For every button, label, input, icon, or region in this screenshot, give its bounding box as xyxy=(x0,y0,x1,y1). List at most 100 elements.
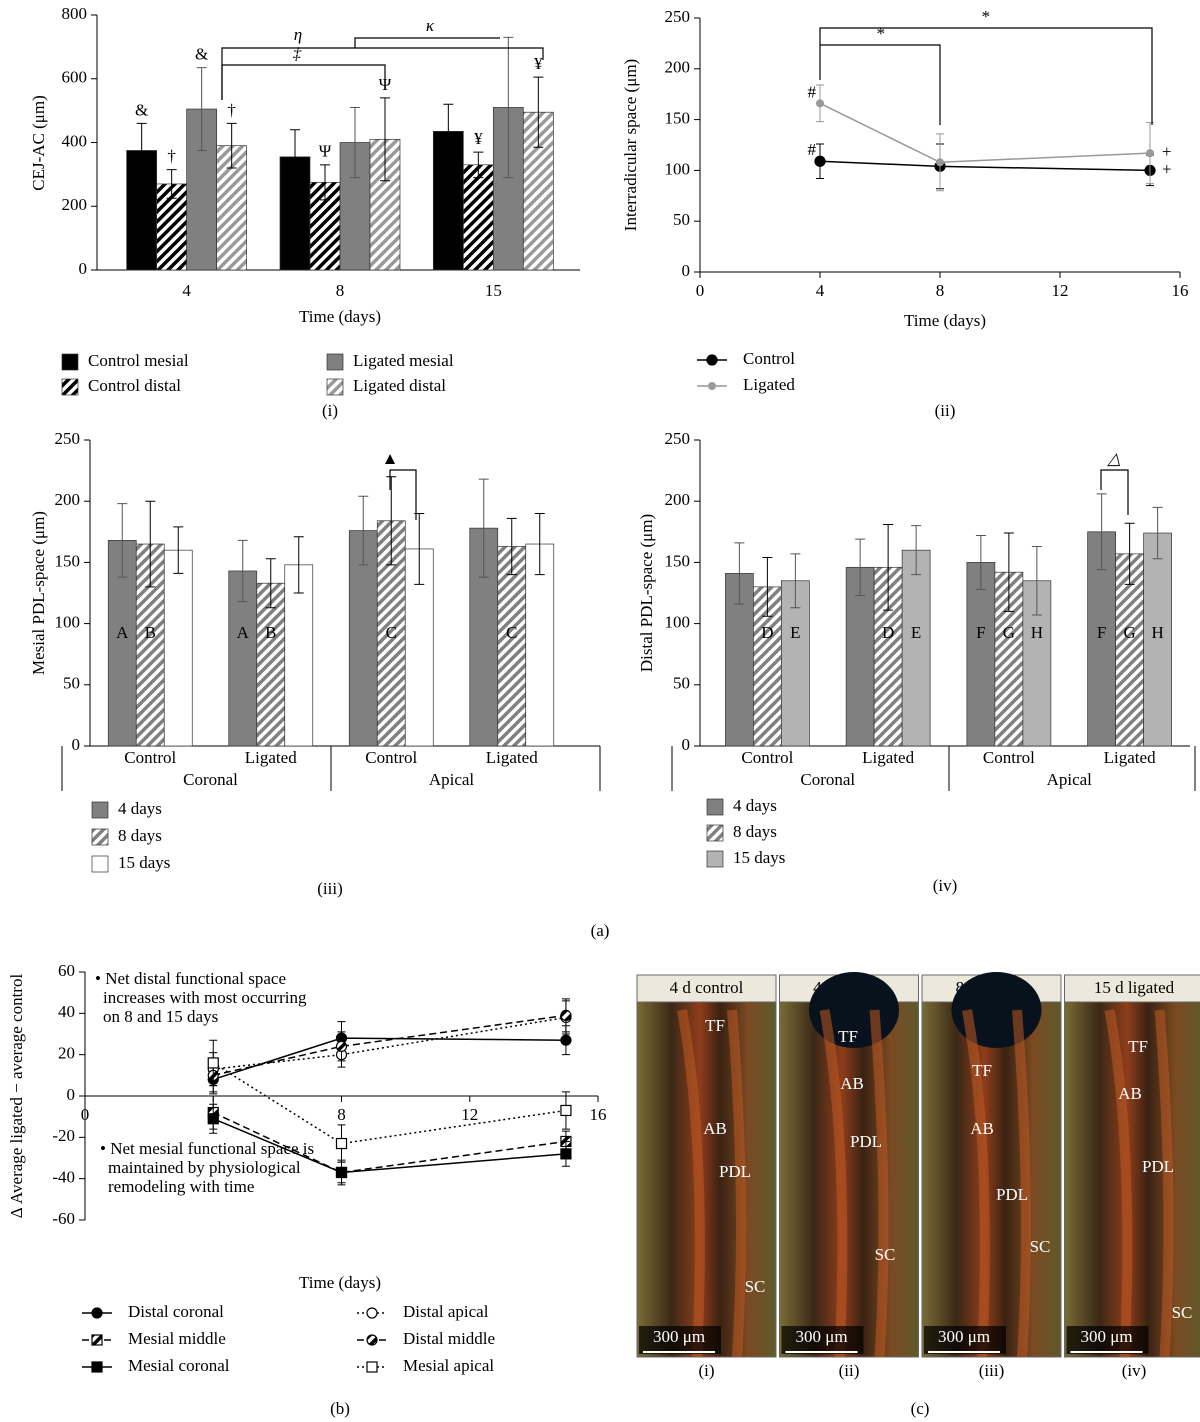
y-tick-label: 250 xyxy=(55,429,81,448)
tissue-label: TF xyxy=(838,1027,858,1046)
y-axis-label: Interradicular space (μm) xyxy=(621,59,640,231)
marker xyxy=(707,355,717,365)
x-axis-label: Time (days) xyxy=(299,307,381,326)
y-tick-label: 150 xyxy=(55,551,81,570)
legend-label: Control distal xyxy=(88,376,181,395)
marker xyxy=(367,1308,377,1318)
tissue-label: PDL xyxy=(1142,1157,1174,1176)
legend-label: Ligated distal xyxy=(353,376,446,395)
annotation: increases with most occurring xyxy=(103,988,307,1007)
y-tick-label: 50 xyxy=(673,210,690,229)
tissue-label: TF xyxy=(1128,1037,1148,1056)
bar-letter: G xyxy=(1123,623,1135,642)
y-axis-label: Mesial PDL-space (μm) xyxy=(29,511,48,675)
x-tick-label: 8 xyxy=(337,1105,346,1124)
legend-swatch xyxy=(707,799,723,815)
legend-label: 15 days xyxy=(733,848,785,867)
group-label: Apical xyxy=(1047,770,1093,789)
micrograph xyxy=(922,1002,1061,1357)
x-tick-label: Ligated xyxy=(1104,748,1156,767)
tissue-label: PDL xyxy=(850,1132,882,1151)
y-tick-label: 40 xyxy=(58,1002,75,1021)
y-tick-label: 20 xyxy=(58,1044,75,1063)
panel-label: (iii) xyxy=(979,1361,1005,1380)
legend-swatch xyxy=(327,354,343,370)
x-tick-label: Control xyxy=(124,748,176,767)
legend-label: 4 days xyxy=(118,799,162,818)
micrograph xyxy=(780,1002,919,1357)
x-tick-label: 0 xyxy=(696,281,705,300)
bar-letter: H xyxy=(1031,623,1043,642)
panel-header-label: 4 d control xyxy=(670,978,744,997)
annotation: on 8 and 15 days xyxy=(103,1007,218,1026)
tissue-label: AB xyxy=(840,1074,864,1093)
bar-letter: A xyxy=(237,623,250,642)
tissue-label: SC xyxy=(1172,1303,1193,1322)
y-tick-label: 0 xyxy=(682,261,691,280)
y-tick-label: 100 xyxy=(665,613,691,632)
annotation: maintained by physiological xyxy=(108,1158,301,1177)
marker xyxy=(367,1362,377,1372)
x-tick-label: Control xyxy=(983,748,1035,767)
significance-marker: & xyxy=(135,100,148,119)
marker xyxy=(936,158,944,166)
y-axis-label: Distal PDL-space (μm) xyxy=(637,514,656,672)
panel-label: (ii) xyxy=(839,1361,860,1380)
group-label: Apical xyxy=(429,770,475,789)
legend-label: Distal apical xyxy=(403,1302,489,1321)
bracket-label: ‡ xyxy=(293,44,302,63)
line xyxy=(820,161,1150,170)
marker xyxy=(92,1308,102,1318)
panel-header-label: 15 d ligated xyxy=(1094,978,1175,997)
tissue-label: TF xyxy=(972,1061,992,1080)
legend-label: Mesial coronal xyxy=(128,1356,230,1375)
bracket-label: * xyxy=(876,24,885,43)
y-tick-label: -60 xyxy=(52,1209,75,1228)
bar-letter: D xyxy=(882,623,894,642)
line xyxy=(213,1015,566,1075)
marker xyxy=(337,1139,347,1149)
bar-letter: D xyxy=(761,623,773,642)
marker xyxy=(367,1335,377,1345)
y-axis-label: CEJ-AC (μm) xyxy=(29,95,48,191)
x-tick-label: 8 xyxy=(336,281,345,300)
marker xyxy=(92,1335,102,1345)
bar xyxy=(498,546,526,746)
legend-swatch xyxy=(327,379,343,395)
y-tick-label: 200 xyxy=(665,58,691,77)
bracket-label: η xyxy=(294,25,302,44)
scale-label: 300 μm xyxy=(938,1327,990,1346)
y-tick-label: 800 xyxy=(62,4,88,23)
bar-letter: A xyxy=(116,623,129,642)
legend-swatch xyxy=(707,825,723,841)
line xyxy=(820,103,1150,162)
bar-letter: G xyxy=(1003,623,1015,642)
group-label: Coronal xyxy=(183,770,238,789)
tissue-label: PDL xyxy=(719,1162,751,1181)
marker xyxy=(92,1362,102,1372)
y-tick-label: 250 xyxy=(665,7,691,26)
annotation: remodeling with time xyxy=(108,1177,254,1196)
legend-label: Distal coronal xyxy=(128,1302,224,1321)
y-tick-label: 0 xyxy=(79,259,88,278)
bar xyxy=(164,550,192,746)
micrograph xyxy=(637,1002,776,1357)
line xyxy=(213,1038,566,1079)
legend-label: Ligated xyxy=(743,375,795,394)
legend-label: Distal middle xyxy=(403,1329,495,1348)
bracket-label: * xyxy=(981,7,990,26)
panel-label: (iv) xyxy=(933,876,958,895)
legend-label: Mesial middle xyxy=(128,1329,226,1348)
y-tick-label: 200 xyxy=(55,490,81,509)
legend-swatch xyxy=(62,379,78,395)
bar xyxy=(967,562,995,746)
bracket xyxy=(820,28,1152,125)
y-tick-label: -40 xyxy=(52,1168,75,1187)
bar-letter: F xyxy=(1097,623,1106,642)
x-tick-label: 4 xyxy=(816,281,825,300)
x-tick-label: 12 xyxy=(461,1105,478,1124)
marker xyxy=(1146,149,1154,157)
marker xyxy=(561,1105,571,1115)
marker xyxy=(561,1010,571,1020)
y-tick-label: 0 xyxy=(682,735,691,754)
